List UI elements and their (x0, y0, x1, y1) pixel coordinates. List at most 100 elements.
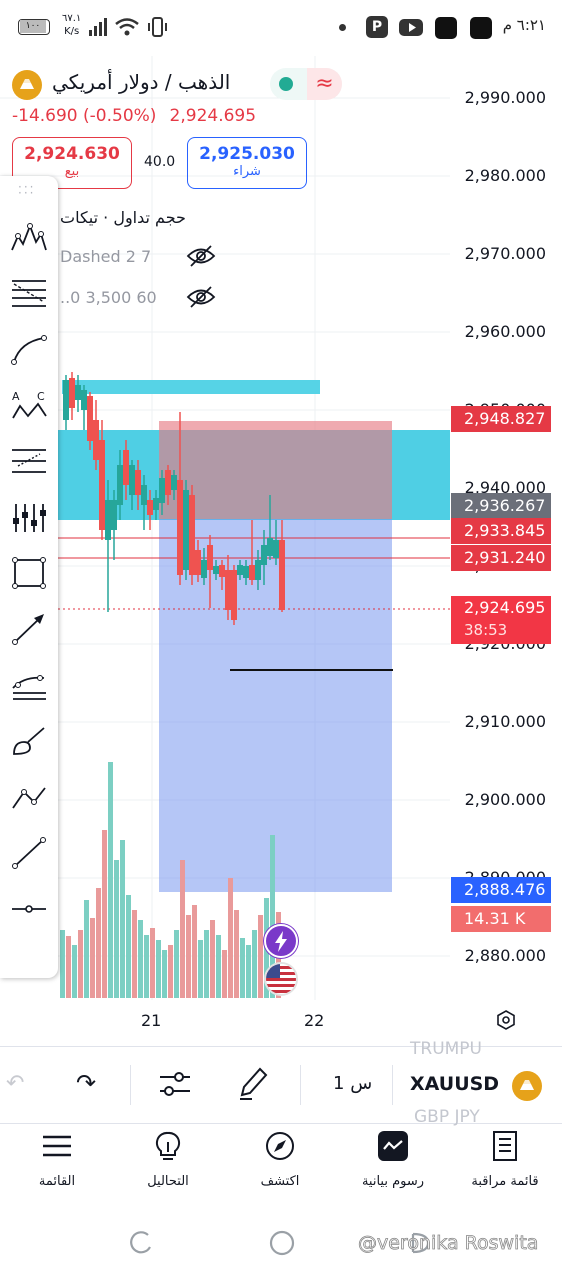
price-tag-blue: 2,888.476 (451, 877, 551, 903)
menu-icon (43, 1135, 71, 1157)
system-back-button[interactable] (128, 1230, 154, 1256)
sell-price: 2,924.630 (24, 144, 120, 164)
price-tag-gray: 2,936.267 (451, 493, 551, 519)
drag-handle-icon[interactable]: ··· ··· (18, 180, 36, 200)
undo-button[interactable]: ↶ (6, 1071, 25, 1096)
eye-off-icon[interactable] (186, 243, 216, 269)
nav-ideas-label: التحاليل (147, 1174, 189, 1189)
bar-countdown: 38:53 (464, 621, 508, 639)
volume-tag: 14.31 K (451, 906, 551, 932)
lightbulb-icon (155, 1131, 181, 1160)
time-axis-label: 21 (141, 1011, 162, 1030)
indicator-dashed[interactable]: Dashed 2 7 (60, 247, 152, 266)
nav-explore[interactable]: اكتشف (230, 1130, 330, 1189)
candlesticks (63, 372, 285, 625)
spread-value: 40.0 (144, 154, 176, 170)
indicator-3500[interactable]: ..0 3,500 60 (60, 288, 157, 307)
buy-price: 2,925.030 (199, 144, 295, 164)
bottom-toolbar: ↶ ↷ 1 س TRUMPU XAUUSD GBP JPY (0, 1039, 562, 1127)
chart-canvas[interactable] (0, 56, 450, 1006)
watermark: @veronika Roswita (358, 1232, 539, 1255)
fib-tool-icon[interactable] (8, 272, 50, 314)
svg-text:C: C (37, 390, 45, 403)
p-app-icon: P (366, 16, 388, 38)
nav-charts-label: رسوم بيانية (361, 1174, 425, 1189)
nav-ideas[interactable]: التحاليل (118, 1130, 218, 1189)
pattern-tool-icon[interactable] (8, 216, 50, 258)
network-speed: ٦٧.١ (62, 13, 82, 24)
sell-label: بيع (64, 164, 80, 179)
price-tick: 2,910.000 (464, 712, 546, 731)
nav-explore-label: اكتشف (260, 1174, 300, 1189)
parallel-channel-icon[interactable] (8, 664, 50, 706)
buy-button[interactable]: 2,925.030 شراء (187, 137, 307, 189)
lightning-event-icon[interactable] (264, 924, 298, 958)
position-stop-area (159, 421, 392, 519)
system-home-button[interactable] (268, 1229, 296, 1257)
youtube-icon (399, 19, 423, 36)
nav-watchlist-label: قائمة مراقبة (471, 1174, 539, 1189)
status-bar: ٦:٢١ م P ١٠٠ ٦٧.١ K/s (0, 0, 562, 56)
price-tick: 2,880.000 (464, 946, 546, 965)
nav-charts[interactable]: رسوم بيانية (343, 1130, 443, 1189)
nav-watchlist[interactable]: قائمة مراقبة (455, 1130, 555, 1189)
nav-menu[interactable]: القائمة (7, 1130, 107, 1189)
price-tick: 2,970.000 (464, 244, 546, 263)
sell-button[interactable]: 2,924.630 بيع (12, 137, 132, 189)
us-flag-event-icon[interactable] (264, 962, 298, 996)
price-tag-red: 2,948.827 (451, 406, 551, 432)
trend-line-icon[interactable] (8, 832, 50, 874)
battery-icon: ١٠٠ (18, 19, 50, 35)
indicators-button[interactable] (158, 1069, 192, 1099)
chart-icon (378, 1131, 408, 1161)
interval-selector[interactable]: 1 س (333, 1073, 373, 1094)
symbol-selector[interactable]: XAUUSD (410, 1073, 500, 1095)
indicator-bars-icon[interactable] (8, 496, 50, 538)
wifi-icon (115, 18, 139, 36)
price-tag-red: 2,933.845 (451, 518, 551, 544)
system-recents-button[interactable] (408, 1231, 432, 1255)
status-time: ٦:٢١ م (502, 16, 546, 34)
app-notification-icon-2 (435, 17, 457, 39)
last-price: 2,924.695 (169, 106, 257, 126)
curve-tool-icon[interactable] (8, 328, 50, 370)
price-tick: 2,990.000 (464, 88, 546, 107)
price-tag-red: 2,931.240 (451, 545, 551, 571)
compass-icon (266, 1132, 294, 1160)
app-notification-icon (470, 17, 492, 39)
buy-label: شراء (233, 164, 261, 179)
brush-tool-icon[interactable] (8, 720, 50, 762)
ticker-below: GBP JPY (414, 1107, 480, 1127)
horizontal-line-icon[interactable] (8, 888, 50, 930)
supply-zone-small (62, 380, 320, 394)
nav-menu-label: القائمة (38, 1174, 76, 1189)
market-open-icon[interactable]: ≈ (270, 68, 342, 100)
last-price-tag: 2,924.695 38:53 (451, 596, 551, 644)
arrow-tool-icon[interactable] (8, 608, 50, 650)
price-tick: 2,980.000 (464, 166, 546, 185)
trend-path-icon[interactable] (8, 776, 50, 818)
redo-button[interactable]: ↷ (76, 1069, 97, 1097)
gold-logo-icon (12, 70, 42, 100)
network-speed-unit: K/s (64, 26, 80, 37)
price-tick: 2,960.000 (464, 322, 546, 341)
time-axis-label: 22 (304, 1011, 325, 1030)
approx-icon: ≈ (307, 68, 342, 100)
price-tick: 2,900.000 (464, 790, 546, 809)
price-tick: 2,940.000 (464, 478, 546, 497)
drawing-pen-button[interactable] (236, 1065, 270, 1101)
eye-off-icon[interactable] (186, 284, 216, 310)
battery-level: ١٠٠ (20, 20, 46, 33)
vibrate-icon (148, 17, 167, 37)
symbol-title: الذهب / دولار أمريكي (52, 70, 231, 94)
signal-icon (89, 18, 107, 36)
symbol-header[interactable]: الذهب / دولار أمريكي ≈ (12, 68, 352, 100)
indicator-volume[interactable]: حجم تداول · تيكات (60, 208, 186, 227)
svg-text:A: A (12, 390, 20, 403)
chart-settings-icon[interactable] (495, 1009, 517, 1031)
projection-tool-icon[interactable] (8, 440, 50, 482)
rectangle-tool-icon[interactable] (8, 552, 50, 594)
gold-logo-icon (512, 1071, 542, 1101)
